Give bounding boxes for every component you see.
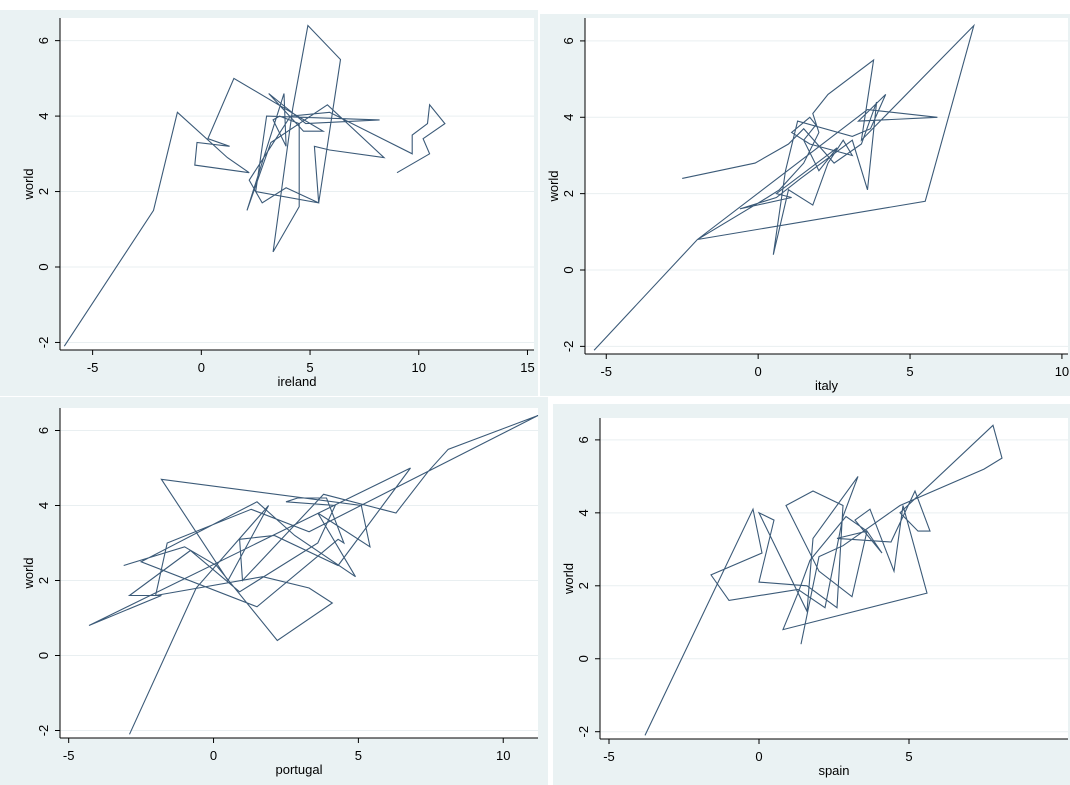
y-axis-title: world [21,557,36,589]
y-tick-label: -2 [576,726,591,738]
y-tick-label: 6 [36,427,51,434]
y-tick-label: -2 [561,341,576,353]
x-axis-title: portugal [276,762,323,777]
y-tick-label: 2 [36,188,51,195]
plot-area [585,18,1068,354]
x-tick-label: 0 [210,748,217,763]
chart-svg-spain: -2 0 2 4 6 -5 0 5 spain world [561,418,1068,778]
series-line [644,424,1003,736]
y-tick-label: 4 [36,502,51,509]
x-axis-title: ireland [277,374,316,389]
y-tick-label: -2 [36,337,51,349]
x-tick-label: 0 [755,749,762,764]
x-tick-label: -5 [87,360,99,375]
y-tick-label: 0 [36,652,51,659]
y-axis-title: world [21,168,36,200]
chart-svg-italy: -2 0 2 4 6 -5 0 5 10 italy world [546,18,1069,393]
chart-panel-spain: -2 0 2 4 6 -5 0 5 spain world [553,404,1070,785]
x-tick-label: 10 [1055,364,1069,379]
x-tick-label: 5 [355,748,362,763]
x-axis-title: spain [818,763,849,778]
y-axis-title: world [546,170,561,202]
y-tick-label: 4 [576,509,591,516]
x-tick-label: 10 [496,748,510,763]
x-axis-title: italy [815,378,839,393]
chart-svg-portugal: -2 0 2 4 6 -5 0 5 10 portugal world [21,408,539,777]
x-tick-label: 0 [198,360,205,375]
y-tick-label: 2 [36,577,51,584]
y-tick-label: 0 [561,266,576,273]
y-tick-label: 0 [576,655,591,662]
series-line [593,23,975,351]
y-tick-label: 2 [561,190,576,197]
x-tick-label: -5 [603,749,615,764]
series-line [88,414,539,735]
x-tick-label: 5 [905,749,912,764]
x-tick-label: 10 [412,360,426,375]
y-tick-label: 6 [561,37,576,44]
x-tick-label: -5 [63,748,75,763]
y-axis-title: world [561,563,576,595]
x-tick-label: 0 [755,364,762,379]
x-tick-label: 5 [906,364,913,379]
y-tick-label: 6 [36,37,51,44]
y-tick-label: 4 [36,112,51,119]
x-tick-label: -5 [600,364,612,379]
plot-area [60,18,534,350]
chart-panel-ireland: -2 0 2 4 6 -5 0 5 10 15 ireland world [0,10,538,396]
y-tick-label: -2 [36,725,51,737]
x-tick-label: 15 [520,360,534,375]
y-tick-label: 4 [561,114,576,121]
y-tick-label: 6 [576,436,591,443]
plot-area [600,418,1068,739]
x-tick-label: 5 [306,360,313,375]
chart-svg-ireland: -2 0 2 4 6 -5 0 5 10 15 ireland world [21,18,535,389]
y-tick-label: 2 [576,582,591,589]
chart-panel-portugal: -2 0 2 4 6 -5 0 5 10 portugal world [0,397,548,785]
plot-area [60,408,538,738]
chart-panel-italy: -2 0 2 4 6 -5 0 5 10 italy world [540,14,1070,396]
y-tick-label: 0 [36,263,51,270]
series-line [63,24,446,347]
